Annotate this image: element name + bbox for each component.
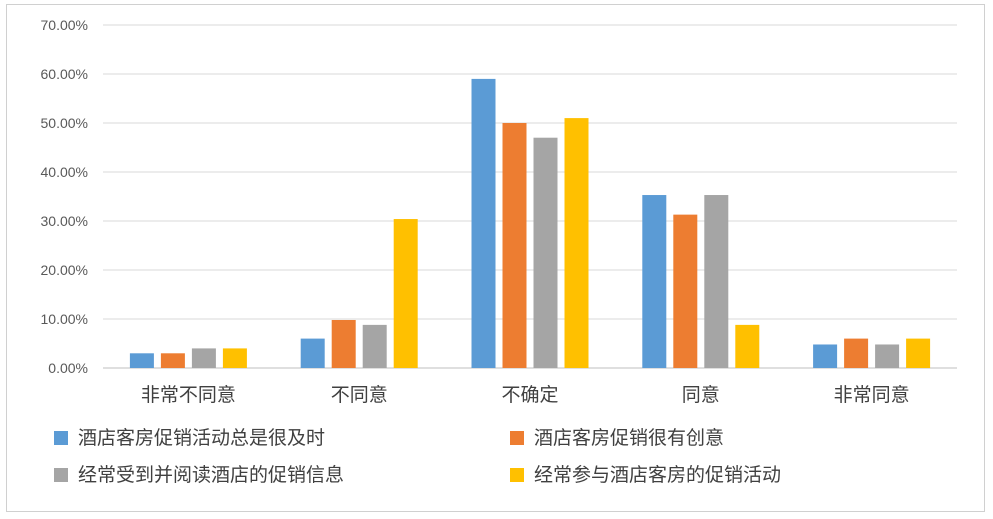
legend-label: 酒店客房促销很有创意 [534,427,724,449]
x-category-label: 非常同意 [834,384,910,406]
bar [129,353,154,368]
legend-swatch [54,468,68,482]
bar [471,78,496,369]
x-category-label: 同意 [682,384,720,406]
bar [160,353,185,368]
y-tick-label: 20.00% [41,262,88,278]
bar [813,344,838,368]
bar [331,319,356,368]
bar [564,118,589,368]
legend-label: 经常受到并阅读酒店的促销信息 [78,464,344,486]
y-tick-label: 50.00% [41,115,88,131]
bar [642,195,667,368]
bar [704,195,729,368]
y-tick-label: 0.00% [48,360,88,376]
legend-swatch [510,468,524,482]
legend-swatch [510,431,524,445]
legend-label: 经常参与酒店客房的促销活动 [534,464,781,486]
bar [502,123,527,368]
x-category-label: 不同意 [331,384,388,406]
bar [362,324,387,368]
legend-swatch [54,431,68,445]
bar [191,348,216,368]
x-category-label: 不确定 [501,384,558,406]
y-tick-label: 30.00% [41,213,88,229]
legend-label: 酒店客房促销活动总是很及时 [78,427,325,449]
bar [673,214,698,368]
bar [906,338,931,368]
bar [300,338,325,368]
y-tick-label: 10.00% [41,311,88,327]
y-tick-label: 70.00% [41,17,88,33]
y-tick-label: 40.00% [41,164,88,180]
x-category-label: 非常不同意 [141,384,236,406]
bar [533,137,558,368]
bar [875,344,900,368]
bar [393,219,418,368]
bar [222,348,247,368]
y-tick-label: 60.00% [41,66,88,82]
bar [844,338,869,368]
bar [735,324,760,368]
